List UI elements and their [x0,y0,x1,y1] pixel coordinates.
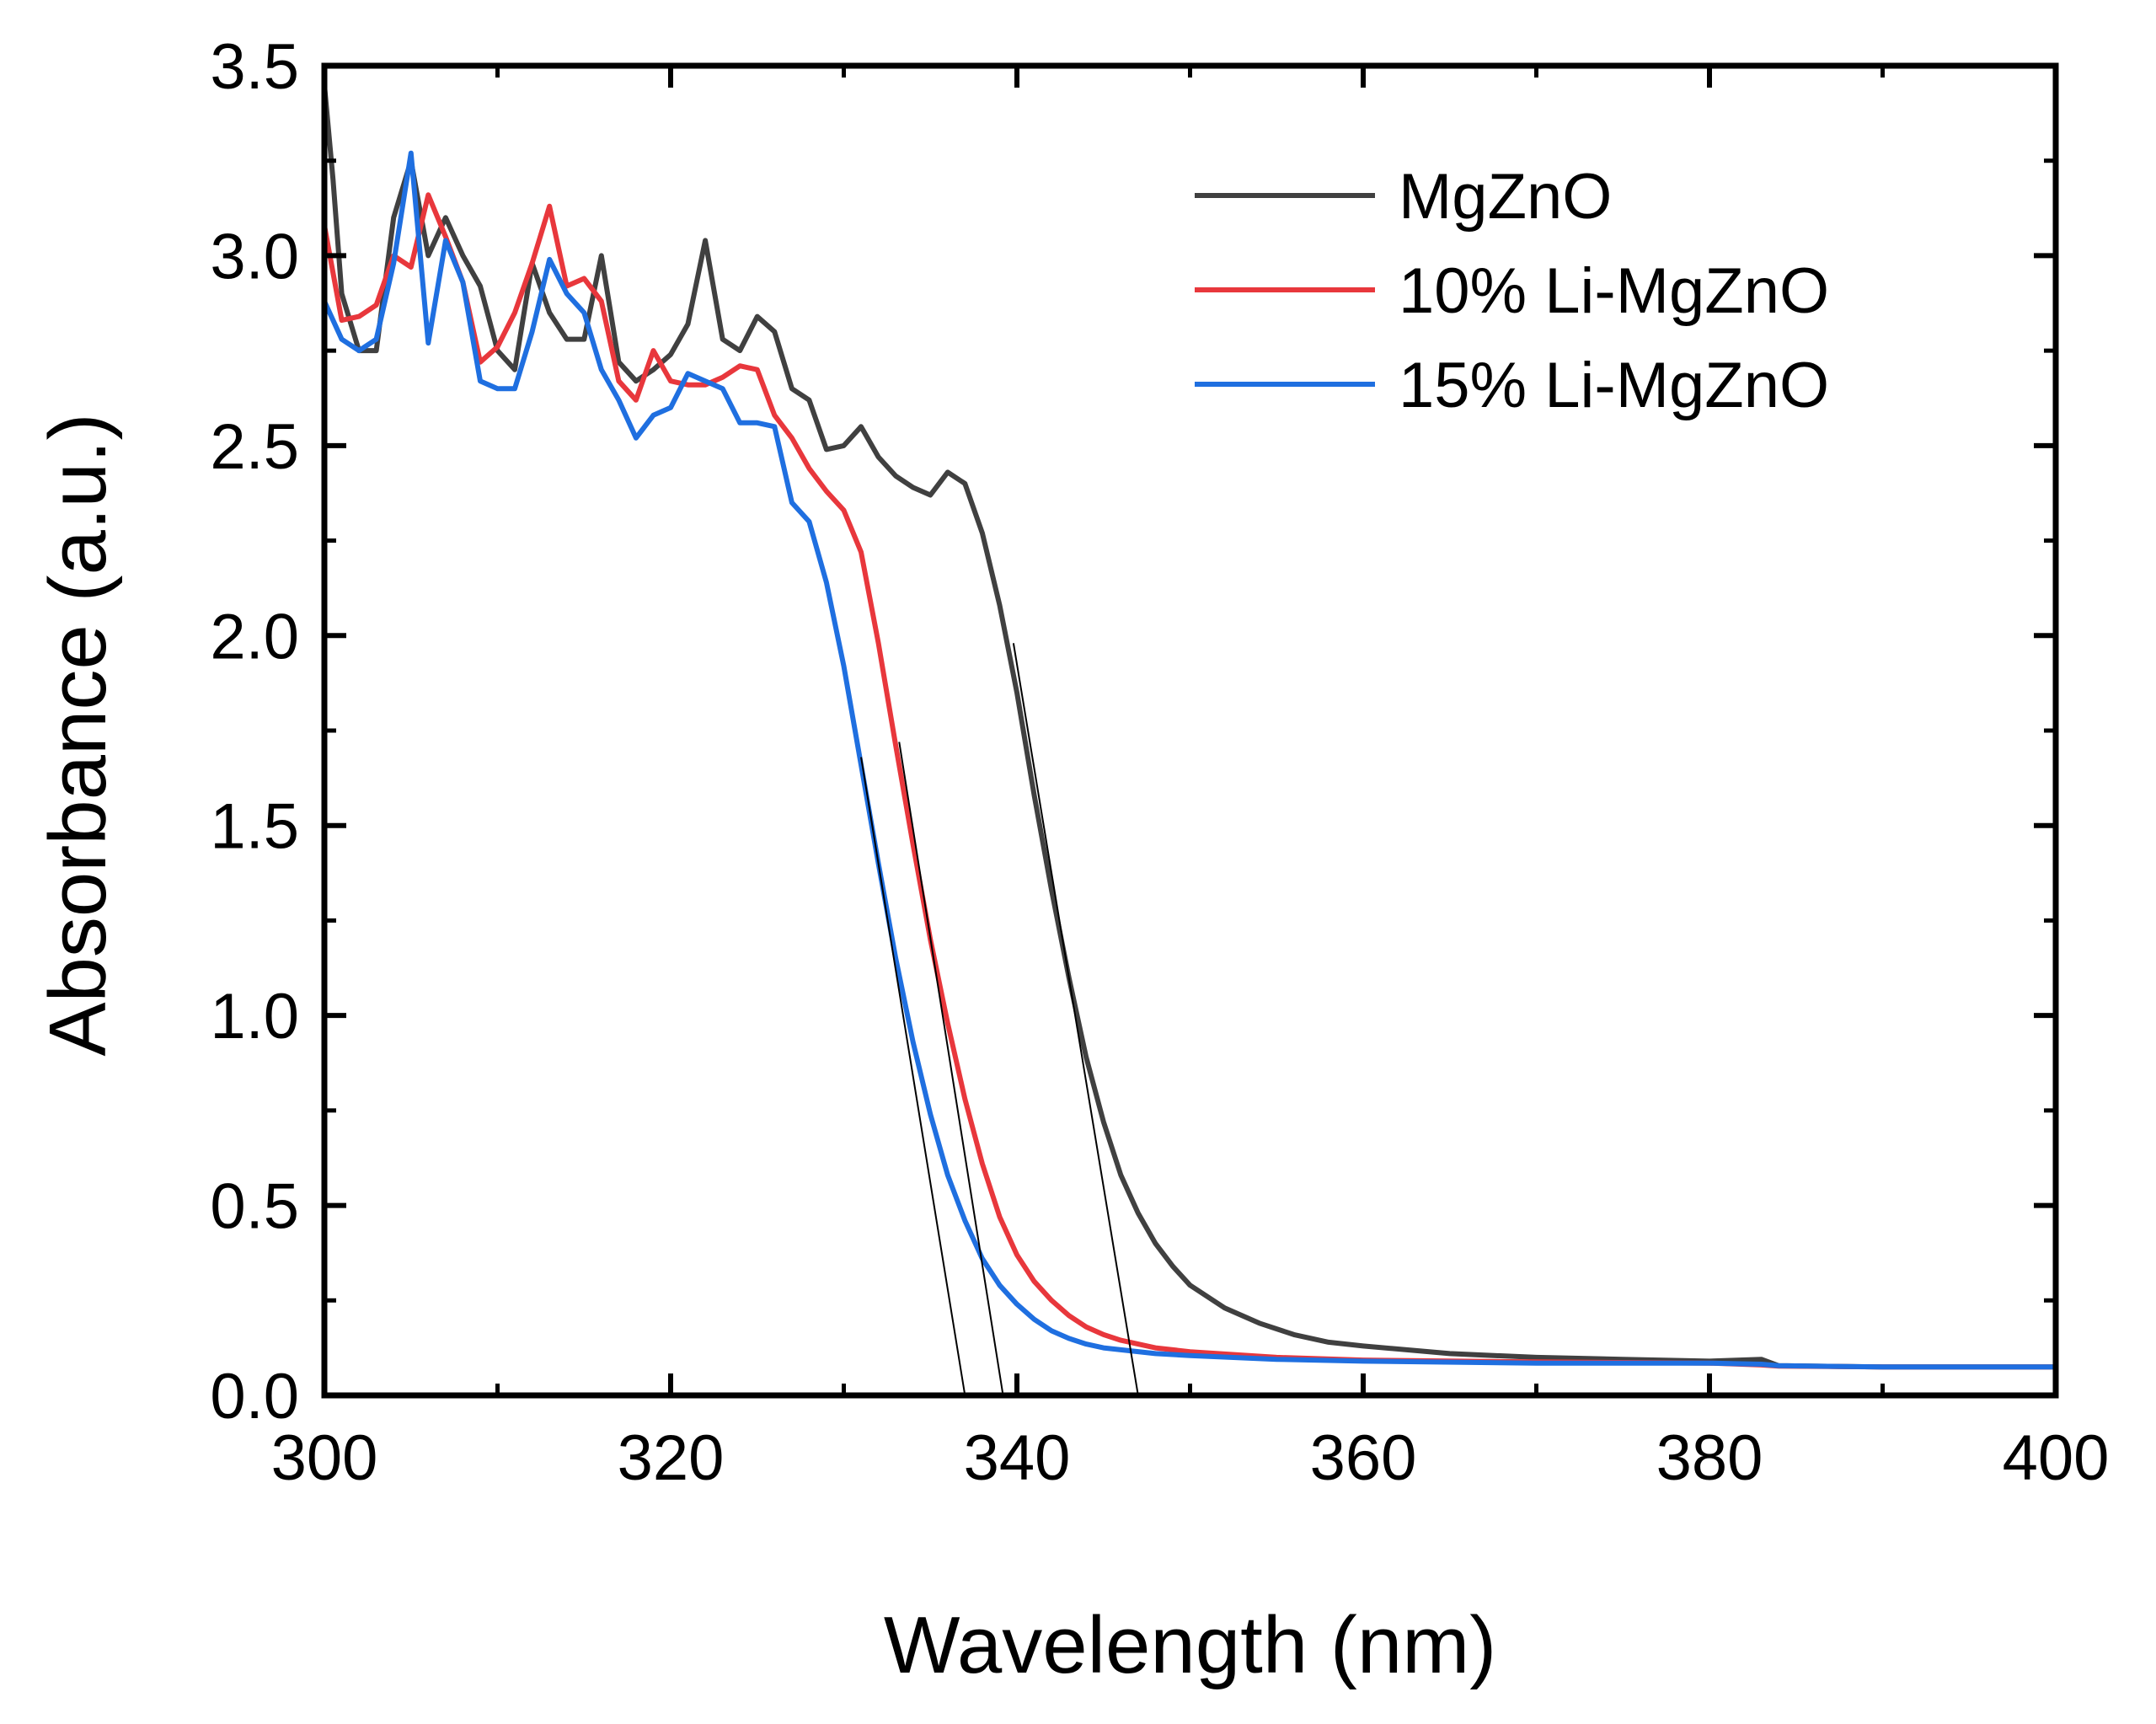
x-tick-label: 360 [1310,1422,1417,1494]
legend: MgZnO 10% Li-MgZnO 15% Li-MgZnO [1195,161,1829,421]
tangent-line-2 [1012,643,1139,1396]
y-axis-title: Absorbance (a.u.) [33,413,123,1056]
y-tick-label: 0.5 [210,1171,299,1243]
y-tick-label: 2.0 [210,601,299,672]
legend-label-0: MgZnO [1399,161,1612,233]
tick-layer: 300 320 340 360 380 400 0.0 0.5 1.0 1.5 2.0 2.5 3.0 3… [210,31,2109,1494]
x-axis-title: Wavelength (nm) [884,1600,1496,1690]
tangent-line-1 [898,742,1004,1396]
y-tick-label: 0.0 [210,1361,299,1432]
y-tick-label: 1.5 [210,791,299,863]
tangent-layer [860,643,1139,1396]
x-tick-label: 320 [618,1422,725,1494]
y-tick-label: 3.5 [210,31,299,103]
series-layer [322,82,2058,1370]
x-tick-label: 300 [271,1422,378,1494]
y-tick-label: 1.0 [210,981,299,1052]
legend-label-1: 10% Li-MgZnO [1399,255,1829,327]
series-line-1 [322,192,2058,1370]
y-tick-label: 2.5 [210,411,299,483]
legend-label-2: 15% Li-MgZnO [1399,350,1829,421]
tangent-line-0 [860,757,966,1396]
x-tick-label: 380 [1656,1422,1763,1494]
series-line-0 [322,82,2058,1370]
x-tick-label: 400 [2003,1422,2110,1494]
series-line-2 [322,150,2058,1370]
y-tick-label: 3.0 [210,221,299,292]
x-tick-label: 340 [964,1422,1071,1494]
